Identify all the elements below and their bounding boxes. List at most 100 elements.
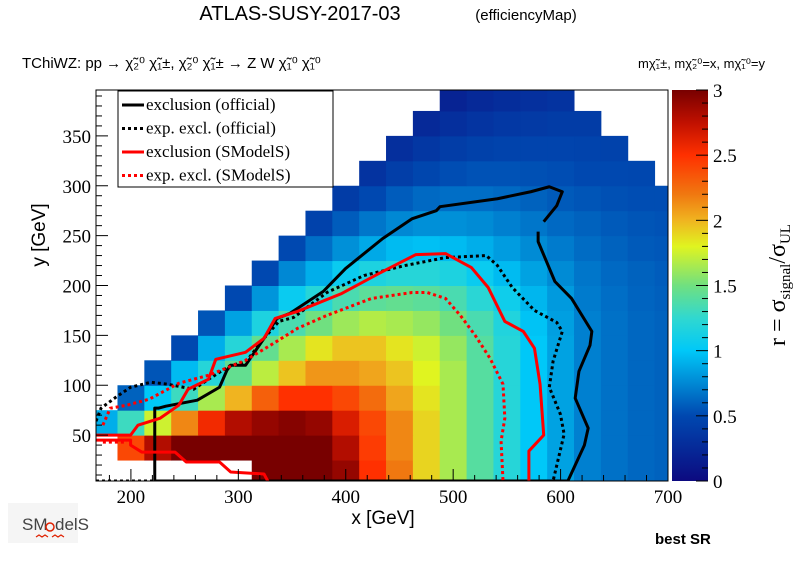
heatmap-cell — [251, 260, 280, 286]
heatmap-cell — [493, 410, 521, 436]
heatmap-cell — [251, 460, 280, 481]
heatmap-cell — [251, 285, 280, 311]
heatmap-cell — [627, 260, 656, 286]
heatmap-cell — [627, 285, 656, 311]
heatmap-cell — [251, 385, 280, 411]
legend-label: exp. excl. (official) — [146, 119, 276, 138]
heatmap-cell — [251, 410, 280, 436]
x-tick-label: 300 — [224, 487, 253, 508]
x-tick-label: 600 — [546, 487, 575, 508]
y-tick-label: 100 — [63, 376, 92, 397]
colorbar-tick-label: 1.5 — [713, 277, 737, 298]
heatmap-cell — [493, 435, 521, 461]
heatmap-cell — [466, 460, 494, 481]
heatmap-cell — [359, 335, 387, 361]
heatmap-cell — [198, 435, 226, 461]
heatmap-cell — [466, 385, 494, 411]
heatmap-cell — [386, 360, 414, 386]
colorbar-tick-label: 0.5 — [713, 407, 737, 428]
heatmap-cell — [627, 185, 656, 212]
contour-exclusion-smodels — [96, 438, 270, 481]
heatmap-cell — [278, 385, 306, 411]
y-tick-label: 50 — [72, 426, 91, 447]
heatmap-cell — [600, 310, 629, 336]
heatmap-cell — [466, 110, 494, 137]
heatmap-cell — [547, 385, 575, 411]
heatmap-cell — [332, 235, 360, 262]
heatmap-cell — [466, 160, 494, 187]
heatmap-cell — [305, 335, 333, 361]
legend-item: exp. excl. (official) — [122, 119, 276, 138]
heatmap-cell — [224, 385, 253, 411]
contour-exclusion-official — [536, 231, 594, 481]
heatmap-cell — [627, 460, 656, 481]
heatmap-cell — [278, 360, 306, 386]
heatmap-cell — [493, 135, 521, 162]
heatmap-cell — [144, 360, 172, 386]
heatmap-cell — [466, 90, 494, 112]
x-tick-labels: 200 300 400 500 600 700 — [117, 487, 683, 508]
heatmap-cell — [332, 410, 360, 436]
heatmap-cell — [574, 160, 602, 187]
heatmap-cell — [627, 360, 656, 386]
heatmap-cell — [251, 360, 280, 386]
heatmap-cell — [574, 235, 602, 262]
heatmap-cell — [412, 385, 441, 411]
heatmap-cell — [654, 260, 668, 286]
heatmap-cell — [305, 435, 333, 461]
heatmap-cell — [654, 335, 668, 361]
heatmap-cell — [332, 335, 360, 361]
chart-title: ATLAS-SUSY-2017-03 — [199, 3, 400, 25]
heatmap-cell — [574, 260, 602, 286]
heatmap-cell — [600, 135, 629, 162]
heatmap-cell — [466, 435, 494, 461]
heatmap-cell — [386, 410, 414, 436]
colorbar-tick-label: 3 — [713, 81, 723, 102]
heatmap-cell — [600, 160, 629, 187]
heatmap-cell — [412, 435, 441, 461]
heatmap-cell — [654, 385, 668, 411]
heatmap-cell — [359, 210, 387, 237]
heatmap-cell — [600, 435, 629, 461]
heatmap-cell — [493, 210, 521, 237]
heatmap-cell — [359, 360, 387, 386]
heatmap-cell — [386, 135, 414, 162]
heatmap-cell — [600, 185, 629, 212]
heatmap-cell — [493, 90, 521, 112]
heatmap-cell — [412, 460, 441, 481]
heatmap-cell — [412, 235, 441, 262]
heatmap-cell — [520, 210, 548, 237]
heatmap-cell — [627, 335, 656, 361]
heatmap-cell — [439, 385, 468, 411]
heatmap-cell — [627, 410, 656, 436]
heatmap-cell — [332, 260, 360, 286]
heatmap-cell — [520, 460, 548, 481]
legend-item: exp. excl. (SModelS) — [122, 166, 290, 185]
heatmap-cell — [144, 435, 172, 461]
heatmap-cell — [520, 435, 548, 461]
heatmap-cell — [600, 210, 629, 237]
colorbar-label: r = σsignal/σUL — [765, 224, 794, 346]
heatmap-cell — [466, 410, 494, 436]
heatmap-cell — [224, 410, 253, 436]
heatmap-cell — [574, 210, 602, 237]
heatmap-cell — [198, 335, 226, 361]
heatmap-cell — [466, 360, 494, 386]
colorbar-tick-label: 0 — [713, 472, 723, 493]
logo-text-tail: delS — [55, 515, 89, 534]
heatmap-cell — [386, 310, 414, 336]
heatmap-cell — [332, 360, 360, 386]
heatmap-cell — [439, 335, 468, 361]
heatmap-cell — [386, 335, 414, 361]
heatmap-cell — [520, 110, 548, 137]
logo-squiggle-icon — [35, 534, 65, 538]
colorbar-tick-label: 2.5 — [713, 146, 737, 167]
heatmap-cell — [600, 285, 629, 311]
heatmap-cell — [600, 410, 629, 436]
heatmap-cell — [171, 410, 199, 436]
heatmap-cell — [224, 285, 253, 311]
y-tick-label: 150 — [63, 326, 92, 347]
heatmap-cell — [171, 335, 199, 361]
heatmap-cell — [600, 385, 629, 411]
heatmap-cell — [278, 260, 306, 286]
